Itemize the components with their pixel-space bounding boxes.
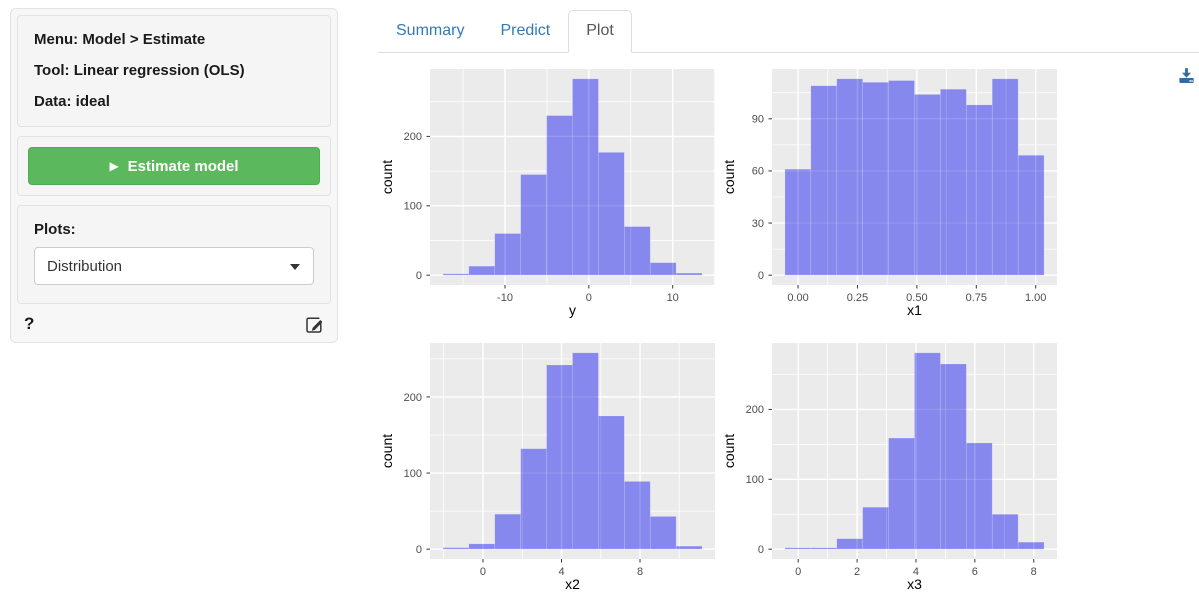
svg-text:x2: x2 (565, 576, 580, 592)
histogram-plot-x2: 0 4 8 0 100 200 x2 count (378, 333, 720, 597)
svg-text:8: 8 (1031, 566, 1037, 578)
histogram-x3-canvas: 0 2 4 6 8 0 100 200 x3 count (721, 343, 1057, 592)
svg-text:count: count (379, 160, 395, 194)
histogram-plot-x3: 0 2 4 6 8 0 100 200 x3 count (720, 333, 1062, 597)
svg-text:0: 0 (758, 270, 764, 282)
estimate-model-button[interactable]: ▶ Estimate model (28, 147, 320, 185)
svg-text:200: 200 (746, 404, 764, 416)
plot-type-select[interactable]: Distribution (34, 247, 314, 285)
svg-text:1.00: 1.00 (1025, 292, 1046, 304)
model-info-panel: Menu: Model > Estimate Tool: Linear regr… (17, 15, 331, 127)
svg-text:100: 100 (404, 468, 422, 480)
svg-text:count: count (379, 434, 395, 468)
plots-panel: Plots: Distribution (17, 205, 331, 304)
svg-text:count: count (721, 434, 737, 468)
download-plot-button[interactable] (1178, 67, 1195, 84)
histogram-x1-canvas: 0.00 0.25 0.50 0.75 1.00 0 30 60 90 x1 count (721, 69, 1057, 318)
svg-text:count: count (721, 160, 737, 194)
svg-text:-10: -10 (497, 292, 513, 304)
svg-text:30: 30 (752, 218, 764, 230)
histogram-plot-y: -10 0 10 0 100 200 y count (378, 59, 720, 323)
sidebar: Menu: Model > Estimate Tool: Linear regr… (10, 8, 338, 343)
edit-icon (306, 316, 323, 333)
estimate-panel: ▶ Estimate model (17, 136, 331, 196)
svg-text:100: 100 (746, 474, 764, 486)
svg-text:0: 0 (586, 292, 592, 304)
tool-info: Tool: Linear regression (OLS) (34, 62, 245, 79)
tab-predict[interactable]: Predict (500, 22, 551, 39)
svg-text:100: 100 (404, 201, 422, 213)
svg-text:0: 0 (416, 544, 422, 556)
svg-text:0.00: 0.00 (787, 292, 808, 304)
edit-report-button[interactable] (305, 315, 324, 334)
plots-grid: -10 0 10 0 100 200 y count 0.00 0.25 0.50 0.75 1.00… (378, 59, 1199, 597)
svg-text:x3: x3 (907, 576, 922, 592)
svg-text:0.50: 0.50 (906, 292, 927, 304)
svg-text:0: 0 (416, 270, 422, 282)
download-icon (1179, 68, 1194, 83)
plots-label: Plots: (34, 221, 76, 238)
svg-text:0: 0 (480, 566, 486, 578)
data-info: Data: ideal (34, 93, 110, 110)
histogram-x2-canvas: 0 4 8 0 100 200 x2 count (379, 343, 715, 592)
svg-text:4: 4 (558, 566, 564, 578)
svg-text:0.75: 0.75 (966, 292, 987, 304)
sidebar-footer: ? (17, 313, 331, 340)
svg-text:0: 0 (795, 566, 801, 578)
estimate-model-label: Estimate model (127, 157, 239, 175)
svg-text:90: 90 (752, 114, 764, 126)
svg-text:4: 4 (913, 566, 919, 578)
plot-type-value: Distribution (47, 257, 123, 275)
svg-text:6: 6 (972, 566, 978, 578)
svg-text:60: 60 (752, 166, 764, 178)
svg-text:x1: x1 (907, 302, 922, 318)
main-content: Summary Predict Plot -10 0 10 0 100 200 y count… (378, 10, 1199, 597)
histogram-plot-x1: 0.00 0.25 0.50 0.75 1.00 0 30 60 90 x1 count (720, 59, 1062, 323)
tab-bar: Summary Predict Plot (378, 10, 1199, 53)
tab-plot[interactable]: Plot (568, 10, 632, 53)
help-icon[interactable]: ? (24, 314, 35, 333)
svg-text:8: 8 (637, 566, 643, 578)
svg-text:2: 2 (854, 566, 860, 578)
svg-text:200: 200 (404, 392, 422, 404)
svg-text:200: 200 (404, 131, 422, 143)
svg-text:0: 0 (758, 544, 764, 556)
caret-down-icon (290, 264, 300, 270)
svg-text:y: y (569, 302, 576, 318)
tab-summary[interactable]: Summary (396, 22, 465, 39)
svg-text:0.25: 0.25 (847, 292, 868, 304)
play-icon: ▶ (109, 159, 119, 173)
svg-text:10: 10 (667, 292, 679, 304)
menu-info: Menu: Model > Estimate (34, 31, 206, 48)
